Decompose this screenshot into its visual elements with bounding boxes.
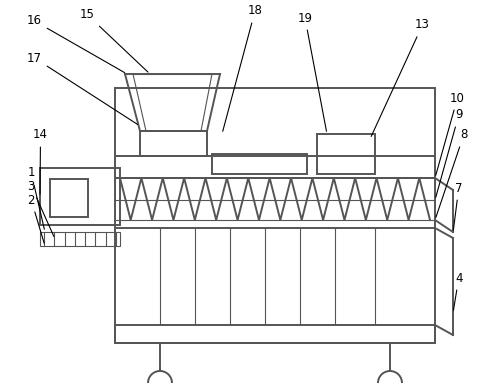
Text: 14: 14 — [33, 129, 48, 194]
Text: 2: 2 — [27, 193, 44, 243]
Bar — [212, 154, 307, 174]
Bar — [50, 179, 88, 217]
Text: 9: 9 — [436, 108, 463, 197]
Text: 7: 7 — [453, 182, 463, 230]
Text: 13: 13 — [371, 18, 430, 136]
Bar — [40, 232, 120, 246]
Text: 3: 3 — [27, 180, 54, 236]
Text: 4: 4 — [454, 272, 463, 310]
Text: 18: 18 — [223, 5, 262, 131]
Text: 10: 10 — [436, 92, 465, 175]
Text: 19: 19 — [298, 11, 327, 131]
Text: 8: 8 — [436, 129, 467, 218]
Text: 17: 17 — [27, 51, 137, 124]
Bar — [115, 325, 435, 343]
Text: 1: 1 — [27, 167, 44, 229]
Text: 16: 16 — [27, 15, 125, 73]
Bar — [140, 131, 207, 156]
Text: 15: 15 — [80, 8, 148, 72]
Bar — [40, 168, 120, 225]
Bar — [317, 134, 375, 174]
Bar — [115, 88, 435, 343]
